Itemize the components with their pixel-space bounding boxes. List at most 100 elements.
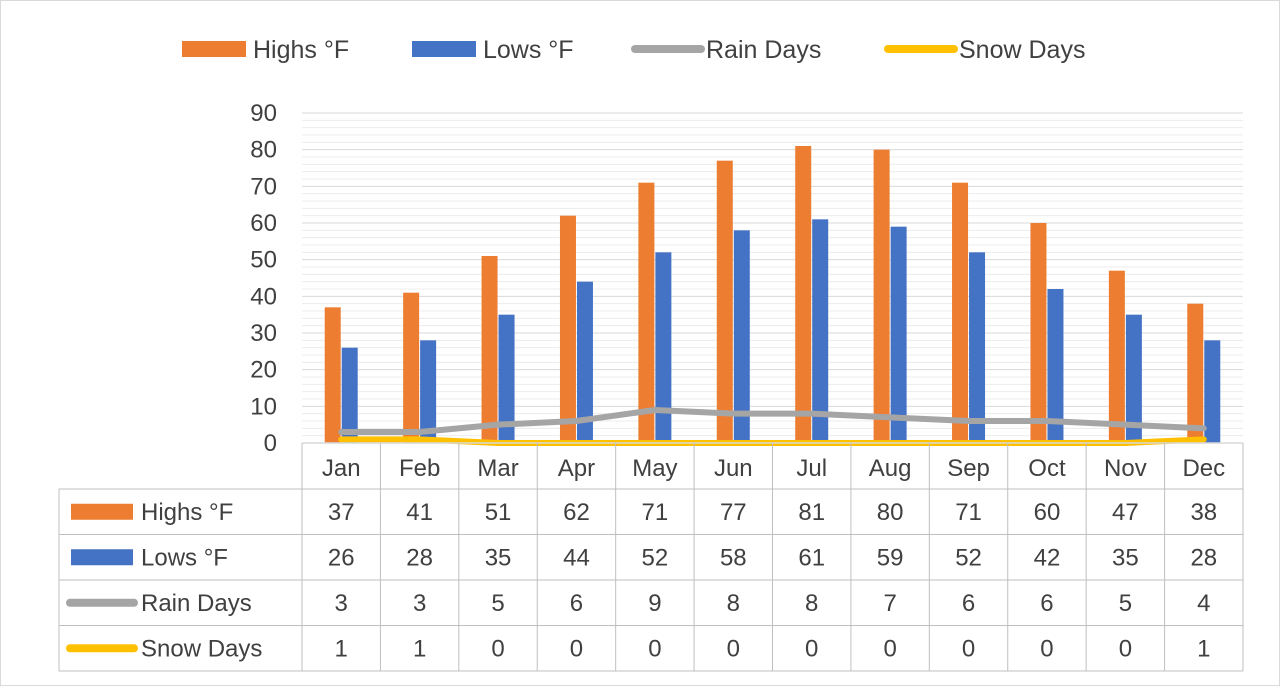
table-cell-value: 44: [563, 544, 590, 571]
x-tick-label: Apr: [558, 455, 595, 482]
table-cell-value: 6: [570, 590, 583, 617]
table-cell-value: 71: [642, 499, 669, 526]
table-cell-value: 41: [406, 499, 433, 526]
legend-label: Snow Days: [959, 36, 1085, 64]
y-tick-label: 80: [250, 137, 277, 164]
table-cell-value: 5: [1119, 590, 1132, 617]
x-tick-label: Sep: [947, 455, 990, 482]
bar: [890, 226, 907, 443]
table-cell-value: 1: [413, 635, 426, 662]
table-cell-value: 3: [335, 590, 348, 617]
table-cell-value: 37: [328, 499, 355, 526]
table-cell-value: 26: [328, 544, 355, 571]
x-tick-label: Mar: [477, 455, 518, 482]
table-cell-value: 60: [1034, 499, 1061, 526]
table-cell-value: 0: [1040, 635, 1053, 662]
bar: [420, 340, 437, 443]
bar: [481, 256, 498, 443]
bar: [655, 252, 672, 443]
table-cell-value: 0: [491, 635, 504, 662]
table-cell-value: 0: [1119, 635, 1132, 662]
table-series-name: Lows °F: [141, 544, 228, 571]
series-line: [338, 407, 1207, 435]
table-cell-value: 71: [955, 499, 982, 526]
x-tick-label: Jun: [714, 455, 753, 482]
x-tick-label: Jan: [322, 455, 361, 482]
bar: [498, 314, 515, 443]
legend-label: Lows °F: [483, 36, 574, 64]
table-cell-value: 0: [727, 635, 740, 662]
table-cell-value: 42: [1034, 544, 1061, 571]
bar: [341, 347, 358, 443]
y-tick-label: 20: [250, 357, 277, 384]
table-cell-value: 80: [877, 499, 904, 526]
y-tick-label: 30: [250, 320, 277, 347]
bar: [1125, 314, 1142, 443]
table-cell-value: 4: [1197, 590, 1210, 617]
table-cell-value: 0: [962, 635, 975, 662]
bar: [733, 230, 750, 443]
bar: [952, 182, 969, 443]
table-cell-value: 0: [570, 635, 583, 662]
y-tick-label: 70: [250, 173, 277, 200]
table-cell-value: 0: [648, 635, 661, 662]
y-tick-label: 50: [250, 247, 277, 274]
bar: [795, 146, 812, 443]
y-tick-label: 0: [264, 430, 277, 457]
table-cell-value: 52: [642, 544, 669, 571]
table-cell-value: 1: [335, 635, 348, 662]
bar: [559, 215, 576, 443]
table-cell-value: 81: [798, 499, 825, 526]
table-legend-key: [71, 549, 133, 566]
table-cell-value: 35: [1112, 544, 1139, 571]
table-cell-value: 6: [1040, 590, 1053, 617]
legend-key: [412, 41, 476, 57]
table-cell-value: 51: [485, 499, 512, 526]
x-tick-label: Feb: [399, 455, 440, 482]
table-cell-value: 0: [805, 635, 818, 662]
table-series-name: Rain Days: [141, 590, 252, 617]
table-cell-value: 6: [962, 590, 975, 617]
table-cell-value: 5: [491, 590, 504, 617]
x-tick-label: Dec: [1182, 455, 1225, 482]
table-cell-value: 0: [883, 635, 896, 662]
table-cell-value: 8: [727, 590, 740, 617]
bar: [1047, 289, 1064, 443]
bar: [403, 292, 420, 443]
table-cell-value: 1: [1197, 635, 1210, 662]
x-tick-label: May: [632, 455, 677, 482]
y-tick-label: 60: [250, 210, 277, 237]
x-tick-label: Jul: [796, 455, 827, 482]
table-cell-value: 35: [485, 544, 512, 571]
x-tick-label: Aug: [869, 455, 912, 482]
y-tick-label: 10: [250, 393, 277, 420]
table-cell-value: 38: [1190, 499, 1217, 526]
table-cell-value: 59: [877, 544, 904, 571]
table-cell-value: 7: [883, 590, 896, 617]
table-cell-value: 77: [720, 499, 747, 526]
y-tick-label: 40: [250, 283, 277, 310]
bar: [638, 182, 655, 443]
table-cell-value: 58: [720, 544, 747, 571]
table-cell-value: 52: [955, 544, 982, 571]
table-cell-value: 28: [406, 544, 433, 571]
table-series-name: Snow Days: [141, 635, 262, 662]
table-cell-value: 28: [1190, 544, 1217, 571]
table-legend-key: [71, 503, 133, 520]
table-cell-value: 9: [648, 590, 661, 617]
bar: [812, 219, 829, 443]
table-series-name: Highs °F: [141, 499, 233, 526]
x-tick-label: Nov: [1104, 455, 1147, 482]
bar: [873, 149, 890, 443]
bar: [1030, 223, 1047, 443]
table-cell-value: 62: [563, 499, 590, 526]
bar: [969, 252, 986, 443]
table-cell-value: 47: [1112, 499, 1139, 526]
legend-label: Highs °F: [253, 36, 349, 64]
bar: [576, 281, 593, 443]
bar: [1187, 303, 1204, 443]
table-cell-value: 61: [798, 544, 825, 571]
bar: [324, 307, 341, 443]
